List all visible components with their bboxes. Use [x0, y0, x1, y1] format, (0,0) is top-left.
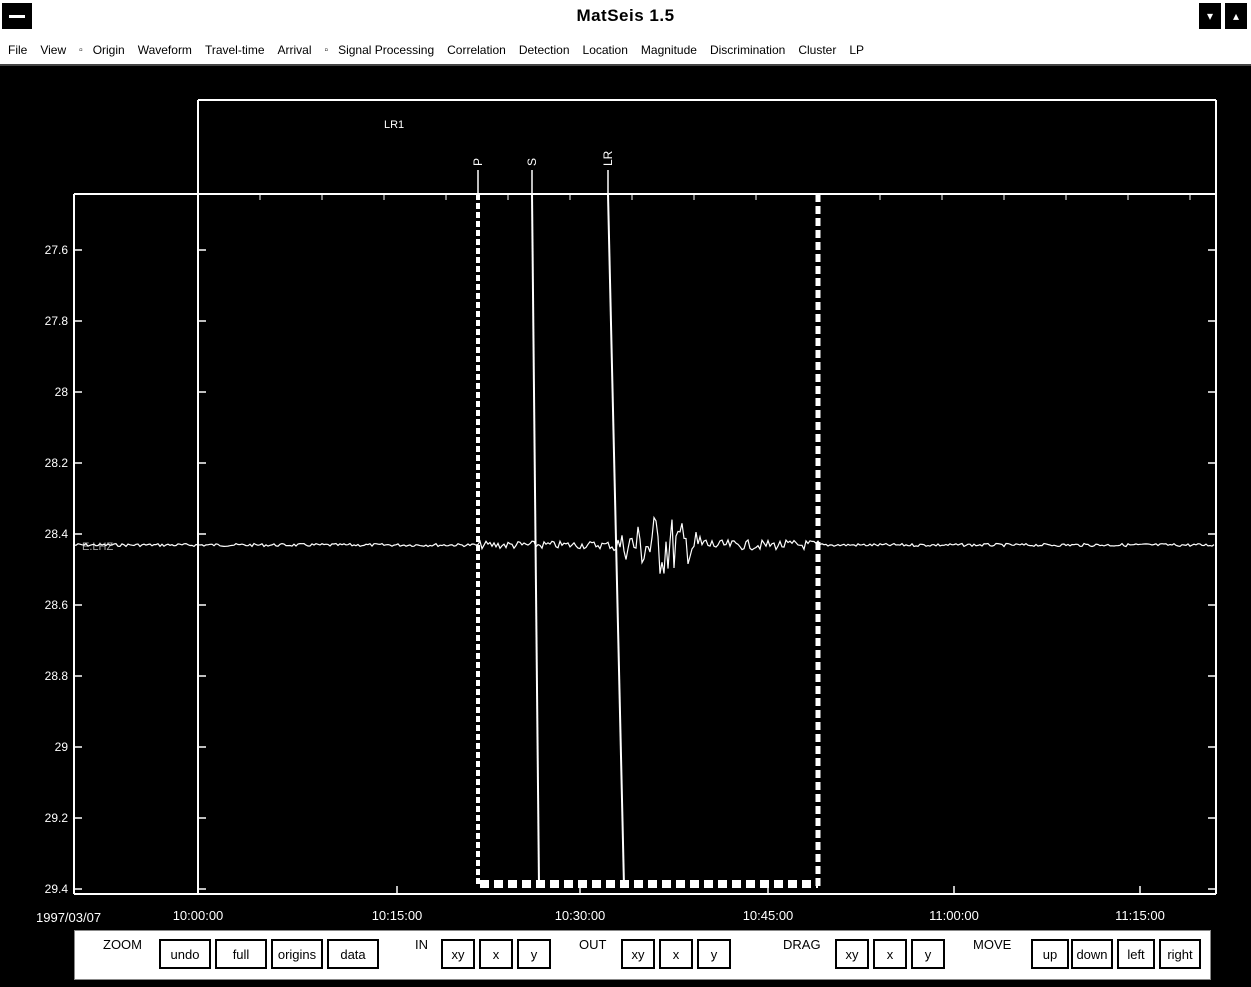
- menu-lp[interactable]: LP: [849, 43, 865, 57]
- x-tick-label: 11:00:00: [929, 908, 979, 923]
- zoom-data-button[interactable]: data: [327, 939, 379, 969]
- y-tick-label: 28.2: [45, 456, 69, 470]
- y-tick-label: 29: [55, 740, 69, 754]
- phase-label-p: P: [471, 158, 485, 166]
- zoom-out-x-button[interactable]: x: [659, 939, 693, 969]
- zoom-out-label: OUT: [579, 937, 607, 952]
- x-tick-label: 10:00:00: [173, 908, 224, 923]
- menu-separator-icon: ▫: [324, 44, 329, 56]
- x-tick-label: 10:30:00: [555, 908, 606, 923]
- station-label: E.LHZ: [82, 541, 113, 553]
- drag-y-button[interactable]: y: [911, 939, 945, 969]
- zoom-out-xy-button[interactable]: xy: [621, 939, 655, 969]
- y-tick-label: 28: [55, 385, 69, 399]
- seismic-trace: [73, 515, 1215, 574]
- menu-magnitude[interactable]: Magnitude: [640, 43, 697, 57]
- zoom-in-xy-button[interactable]: xy: [441, 939, 475, 969]
- maximize-icon[interactable]: ▴: [1225, 3, 1247, 29]
- menu-arrival[interactable]: Arrival: [277, 43, 312, 57]
- zoom-origins-button[interactable]: origins: [271, 939, 323, 969]
- zoom-toolbar: ZOOM undo full origins data IN xy x y OU…: [74, 930, 1211, 980]
- y-tick-label: 28.8: [45, 669, 69, 683]
- system-menu-icon[interactable]: [2, 3, 32, 29]
- title-bar: MatSeis 1.5 ▾ ▴: [0, 0, 1251, 37]
- menu-detection[interactable]: Detection: [518, 43, 570, 57]
- menu-location[interactable]: Location: [582, 43, 628, 57]
- x-tick-label: 10:15:00: [372, 908, 423, 923]
- waveform-plot[interactable]: LR1 E.LHZ 27.6 27.8 28 28.2 28.4 28.6 28.8 29 29…: [0, 66, 1251, 924]
- y-tick-label: 27.6: [45, 243, 69, 257]
- window-title: MatSeis 1.5: [576, 6, 675, 25]
- zoom-full-button[interactable]: full: [215, 939, 267, 969]
- y-tick-label: 28.6: [45, 598, 69, 612]
- x-tick-label: 11:15:00: [1115, 908, 1165, 923]
- y-tick-label: 29.2: [45, 811, 69, 825]
- menu-bar: File View ▫ Origin Waveform Travel-time Arriva…: [0, 36, 1251, 66]
- menu-origin[interactable]: Origin: [92, 43, 125, 57]
- menu-travel-time[interactable]: Travel-time: [204, 43, 265, 57]
- window-controls: ▾ ▴: [1199, 3, 1247, 29]
- date-label: 1997/03/07: [36, 910, 101, 924]
- zoom-in-label: IN: [415, 937, 428, 952]
- y-tick-label: 27.8: [45, 314, 69, 328]
- move-down-button[interactable]: down: [1071, 939, 1113, 969]
- drag-label: DRAG: [783, 937, 821, 952]
- zoom-out-y-button[interactable]: y: [697, 939, 731, 969]
- minimize-icon[interactable]: ▾: [1199, 3, 1221, 29]
- menu-file[interactable]: File: [8, 43, 28, 57]
- y-tick-label: 29.4: [45, 882, 69, 896]
- phase-line-s[interactable]: [531, 193, 540, 887]
- upper-panel-label: LR1: [384, 119, 404, 131]
- zoom-undo-button[interactable]: undo: [159, 939, 211, 969]
- y-tick-label: 28.4: [45, 527, 69, 541]
- zoom-label: ZOOM: [103, 937, 142, 952]
- move-label: MOVE: [973, 937, 1012, 952]
- zoom-in-y-button[interactable]: y: [517, 939, 551, 969]
- menu-correlation[interactable]: Correlation: [447, 43, 506, 57]
- menu-cluster[interactable]: Cluster: [798, 43, 837, 57]
- move-up-button[interactable]: up: [1031, 939, 1069, 969]
- menu-list: File View ▫ Origin Waveform Travel-time Arriva…: [0, 36, 1251, 64]
- phase-line-lr[interactable]: [607, 193, 625, 887]
- drag-xy-button[interactable]: xy: [835, 939, 869, 969]
- menu-view[interactable]: View: [40, 43, 67, 57]
- zoom-in-x-button[interactable]: x: [479, 939, 513, 969]
- phase-label-s: S: [525, 158, 539, 166]
- menu-waveform[interactable]: Waveform: [137, 43, 192, 57]
- phase-label-lr: LR: [601, 150, 615, 166]
- drag-x-button[interactable]: x: [873, 939, 907, 969]
- move-right-button[interactable]: right: [1159, 939, 1201, 969]
- menu-separator-icon: ▫: [79, 44, 83, 56]
- move-left-button[interactable]: left: [1117, 939, 1155, 969]
- menu-signal-processing[interactable]: Signal Processing: [338, 43, 435, 57]
- menu-discrimination[interactable]: Discrimination: [709, 43, 786, 57]
- x-tick-label: 10:45:00: [743, 908, 794, 923]
